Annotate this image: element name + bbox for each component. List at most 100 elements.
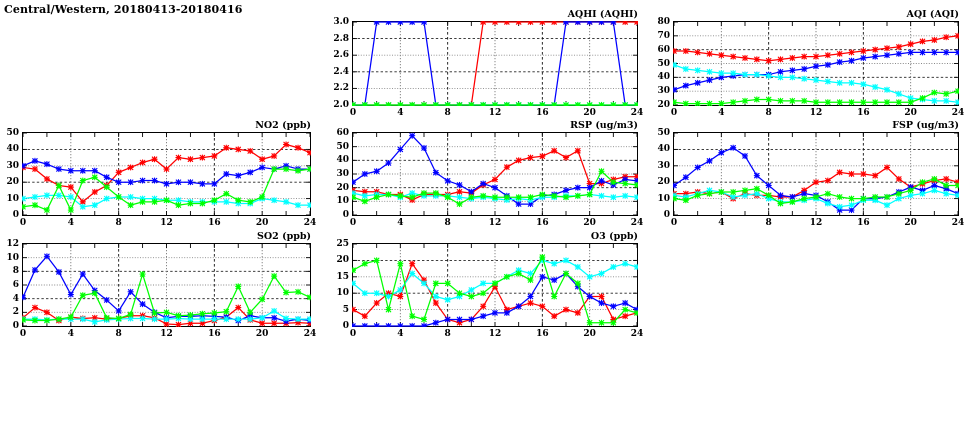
series-aqhi-s4 bbox=[352, 101, 638, 106]
y-axis-label-o3-2: 10 bbox=[336, 288, 349, 299]
y-axis-label-aqi-2: 40 bbox=[657, 72, 670, 83]
y-axis-label-fsp-3: 30 bbox=[657, 160, 670, 171]
x-axis-label-o3-5: 20 bbox=[583, 329, 596, 339]
series-rsp-s2 bbox=[352, 132, 638, 208]
y-axis-label-no2-1: 10 bbox=[6, 193, 19, 204]
chart-panel-o3: O3 (ppb) 0 5 10 15 20 25 0 4 8 12 16 20 24 bbox=[336, 231, 643, 339]
y-axis-label-aqhi-3: 2.6 bbox=[333, 50, 349, 61]
y-axis-label-aqi-0: 20 bbox=[657, 100, 670, 110]
series-o3-s4 bbox=[352, 254, 638, 326]
chart-title-so2: SO2 (ppb) bbox=[257, 231, 311, 242]
plot-area-so2 bbox=[22, 243, 311, 327]
x-axis-label-no2-5: 20 bbox=[255, 218, 269, 228]
x-axis-label-no2-1: 4 bbox=[67, 218, 74, 228]
series-aqi-s4 bbox=[673, 88, 959, 106]
y-axis-label-rsp-3: 30 bbox=[336, 169, 349, 179]
y-axis-label-so2-4: 8 bbox=[12, 266, 19, 277]
y-axis-label-rsp-6: 60 bbox=[336, 128, 349, 138]
x-axis-label-no2-3: 12 bbox=[160, 218, 173, 228]
x-axis-label-no2-4: 16 bbox=[208, 218, 221, 228]
x-axis-label-rsp-3: 12 bbox=[488, 218, 502, 228]
x-axis-label-aqi-0: 0 bbox=[670, 108, 678, 118]
chart-panel-no2: NO2 (ppb) 0 10 20 30 40 50 0 4 8 12 16 20 24 bbox=[6, 120, 316, 228]
x-axis-label-aqhi-6: 24 bbox=[630, 108, 644, 118]
y-axis-label-o3-0: 0 bbox=[342, 321, 349, 331]
y-axis-label-aqhi-0: 2.0 bbox=[333, 100, 349, 110]
x-axis-label-aqhi-4: 16 bbox=[536, 108, 549, 118]
y-axis-label-aqi-3: 50 bbox=[657, 58, 670, 69]
series-so2-s4 bbox=[22, 270, 311, 324]
y-axis-label-fsp-5: 50 bbox=[657, 128, 670, 138]
y-axis-label-o3-5: 25 bbox=[336, 239, 349, 249]
x-axis-label-fsp-2: 8 bbox=[765, 218, 772, 228]
y-axis-label-rsp-1: 10 bbox=[336, 196, 349, 207]
x-axis-label-fsp-3: 12 bbox=[809, 218, 823, 228]
x-axis-label-so2-1: 4 bbox=[67, 329, 74, 339]
chart-panel-fsp: FSP (ug/m3) 0 10 20 30 40 50 0 4 8 12 16 20 24 bbox=[657, 120, 964, 228]
x-axis-label-so2-0: 0 bbox=[19, 329, 27, 339]
y-axis-label-aqi-6: 80 bbox=[657, 17, 670, 27]
x-axis-label-rsp-6: 24 bbox=[630, 218, 644, 228]
x-axis-label-no2-2: 8 bbox=[115, 218, 122, 228]
y-axis-label-no2-3: 30 bbox=[6, 160, 19, 171]
series-fsp-s4 bbox=[673, 175, 959, 207]
x-axis-label-rsp-2: 8 bbox=[444, 218, 451, 228]
y-axis-label-aqi-4: 60 bbox=[657, 44, 670, 55]
y-axis-label-no2-0: 0 bbox=[12, 210, 19, 220]
y-axis-label-fsp-1: 10 bbox=[657, 193, 670, 204]
x-axis-label-aqhi-2: 8 bbox=[444, 108, 451, 118]
plot-area-rsp bbox=[352, 132, 638, 216]
y-axis-label-no2-4: 40 bbox=[6, 144, 19, 155]
plot-area-aqi bbox=[673, 21, 959, 106]
x-axis-label-aqhi-3: 12 bbox=[488, 108, 502, 118]
chart-panel-aqhi: AQHI (AQHI) 2.0 2.2 2.4 2.6 2.8 3.0 0 4 8 12 16 20 24 bbox=[333, 9, 643, 118]
y-axis-label-aqhi-5: 3.0 bbox=[333, 17, 349, 27]
y-axis-label-rsp-4: 40 bbox=[336, 155, 349, 166]
x-axis-label-aqi-2: 8 bbox=[765, 108, 772, 118]
y-axis-label-o3-4: 20 bbox=[336, 255, 349, 266]
x-axis-label-rsp-5: 20 bbox=[583, 218, 596, 228]
series-aqi-s3 bbox=[673, 61, 959, 106]
y-axis-label-so2-3: 6 bbox=[12, 280, 19, 290]
y-axis-label-so2-1: 2 bbox=[12, 307, 19, 318]
series-no2-s4 bbox=[22, 165, 311, 214]
x-axis-label-fsp-5: 20 bbox=[904, 218, 917, 228]
x-axis-label-o3-1: 4 bbox=[397, 329, 404, 339]
y-axis-label-aqhi-4: 2.8 bbox=[333, 33, 349, 44]
page-title: Central/Western, 20180413-20180416 bbox=[4, 3, 243, 16]
x-axis-label-rsp-1: 4 bbox=[397, 218, 404, 228]
y-axis-label-fsp-4: 40 bbox=[657, 144, 670, 155]
x-axis-label-rsp-0: 0 bbox=[349, 218, 357, 228]
plot-area-o3 bbox=[352, 243, 638, 327]
x-axis-label-aqhi-5: 20 bbox=[583, 108, 596, 118]
x-axis-label-o3-0: 0 bbox=[349, 329, 357, 339]
y-axis-label-rsp-5: 50 bbox=[336, 141, 349, 152]
y-axis-label-fsp-0: 0 bbox=[663, 210, 670, 220]
y-axis-label-o3-3: 15 bbox=[336, 271, 349, 282]
x-axis-label-so2-3: 12 bbox=[160, 329, 173, 339]
x-axis-label-o3-2: 8 bbox=[444, 329, 451, 339]
x-axis-label-o3-3: 12 bbox=[488, 329, 502, 339]
y-axis-label-fsp-2: 20 bbox=[657, 177, 670, 188]
y-axis-label-aqhi-2: 2.4 bbox=[333, 66, 349, 77]
y-axis-label-o3-1: 5 bbox=[342, 304, 349, 315]
y-axis-label-rsp-0: 0 bbox=[342, 210, 349, 220]
y-axis-label-so2-2: 4 bbox=[12, 293, 19, 304]
series-rsp-s4 bbox=[352, 168, 638, 208]
x-axis-label-fsp-4: 16 bbox=[857, 218, 870, 228]
y-axis-label-so2-6: 12 bbox=[6, 239, 19, 249]
x-axis-label-aqi-6: 24 bbox=[951, 108, 965, 118]
x-axis-label-no2-6: 24 bbox=[303, 218, 317, 228]
chart-title-o3: O3 (ppb) bbox=[590, 231, 638, 242]
series-aqhi-s1 bbox=[352, 21, 638, 106]
series-aqi-s1 bbox=[673, 32, 959, 64]
x-axis-label-so2-6: 24 bbox=[303, 329, 317, 339]
x-axis-label-rsp-4: 16 bbox=[536, 218, 549, 228]
x-axis-label-o3-4: 16 bbox=[536, 329, 549, 339]
plot-area-aqhi bbox=[352, 21, 638, 106]
x-axis-label-fsp-1: 4 bbox=[718, 218, 725, 228]
y-axis-label-aqi-5: 70 bbox=[657, 30, 670, 41]
chart-title-no2: NO2 (ppb) bbox=[255, 120, 311, 131]
y-axis-label-so2-5: 10 bbox=[6, 252, 19, 263]
x-axis-label-aqi-5: 20 bbox=[904, 108, 917, 118]
